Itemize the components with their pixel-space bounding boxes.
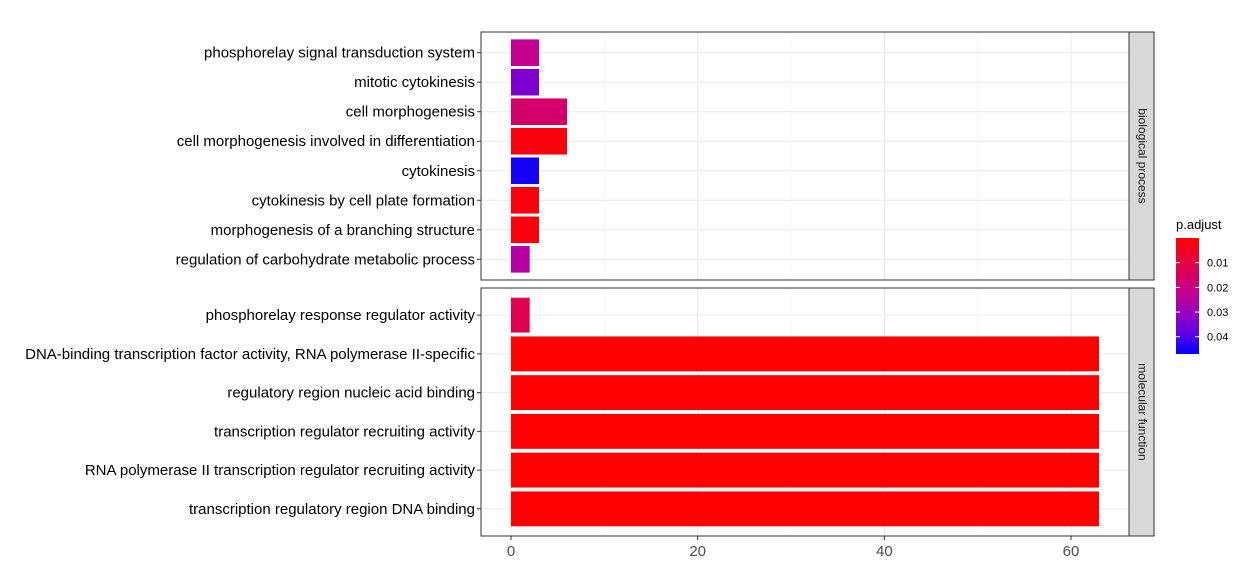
bar — [511, 246, 530, 273]
category-label: regulatory region nucleic acid binding — [227, 385, 475, 402]
bar — [511, 452, 1099, 488]
legend-tick-label: 0.04 — [1207, 332, 1228, 344]
bar — [511, 187, 539, 214]
category-label: DNA-binding transcription factor activit… — [25, 346, 475, 363]
bar — [511, 375, 1099, 411]
bar — [511, 336, 1099, 372]
category-label: transcription regulatory region DNA bind… — [189, 501, 475, 518]
bar — [511, 127, 567, 155]
legend-title: p.adjust — [1176, 217, 1222, 232]
category-label: cell morphogenesis involved in different… — [177, 133, 475, 150]
facet-molecular-function: phosphorelay response regulator activity… — [25, 287, 1155, 537]
category-label: transcription regulator recruiting activ… — [214, 423, 475, 440]
x-tick-label: 0 — [507, 543, 515, 560]
category-label: mitotic cytokinesis — [354, 74, 475, 91]
facet-biological-process: phosphorelay signal transduction system m… — [176, 31, 1155, 281]
category-label: morphogenesis of a branching structure — [211, 222, 475, 239]
bar — [511, 68, 539, 96]
bar — [511, 491, 1099, 527]
category-label: cytokinesis — [402, 163, 475, 180]
legend-tick-label: 0.01 — [1207, 258, 1228, 270]
x-tick-label: 20 — [689, 543, 706, 560]
bar — [511, 39, 539, 66]
category-label: cytokinesis by cell plate formation — [252, 192, 475, 209]
panel-background — [481, 32, 1129, 280]
x-tick-label: 40 — [876, 543, 893, 560]
category-label: regulation of carbohydrate metabolic pro… — [176, 251, 475, 268]
facet-strip — [1128, 287, 1155, 537]
legend-colorbar — [1176, 238, 1199, 354]
legend-tick-label: 0.02 — [1207, 282, 1228, 294]
facet-panels: phosphorelay signal transduction system m… — [25, 31, 1155, 537]
bar — [511, 157, 539, 185]
category-label: RNA polymerase II transcription regulato… — [85, 462, 476, 479]
legend-ticks: 0.01 0.02 0.03 0.04 — [1176, 258, 1228, 344]
bar — [511, 98, 567, 125]
x-axis: 0 20 40 60 — [507, 536, 1080, 560]
category-label: phosphorelay signal transduction system — [204, 45, 475, 62]
category-label: phosphorelay response regulator activity — [206, 307, 476, 324]
legend-tick-label: 0.03 — [1207, 307, 1228, 319]
color-legend: p.adjust 0.01 0.02 0.03 0.04 — [1176, 217, 1228, 354]
bar — [511, 216, 539, 244]
x-tick-label: 60 — [1063, 543, 1080, 560]
facet-strip-label: molecular function — [1135, 363, 1149, 460]
facet-strip-label: biological process — [1135, 108, 1149, 203]
category-label: cell morphogenesis — [346, 104, 475, 121]
bar — [511, 413, 1099, 449]
bar — [511, 297, 530, 333]
facet-strip — [1128, 31, 1155, 281]
